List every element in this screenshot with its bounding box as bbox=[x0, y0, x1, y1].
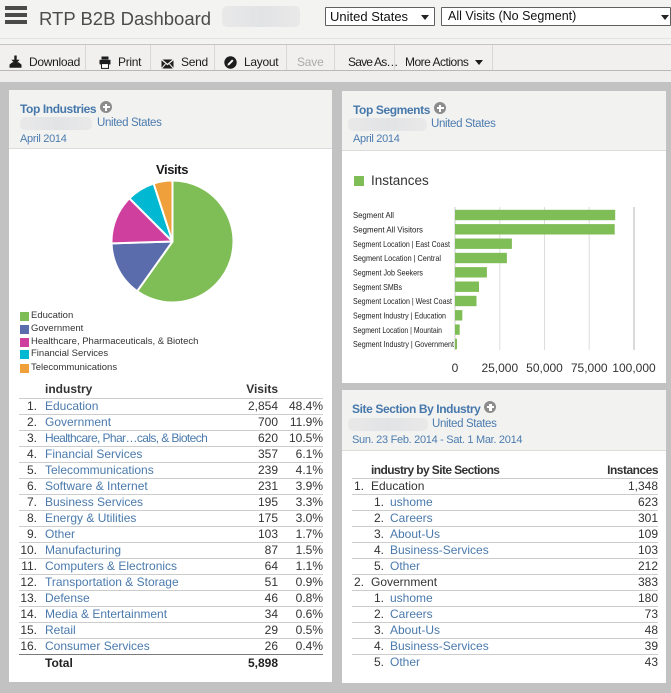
svg-text:Segment SMBs: Segment SMBs bbox=[353, 282, 402, 292]
svg-text:Instances: Instances bbox=[371, 173, 429, 188]
svg-text:75,000: 75,000 bbox=[571, 361, 608, 375]
svg-text:100,000: 100,000 bbox=[612, 361, 656, 375]
svg-text:Segment Industry | Government: Segment Industry | Government bbox=[353, 339, 455, 349]
svg-text:25,000: 25,000 bbox=[481, 361, 518, 375]
svg-text:Segment Job Seekers: Segment Job Seekers bbox=[353, 268, 423, 278]
svg-text:Segment All: Segment All bbox=[353, 210, 394, 220]
svg-text:Segment All Visitors: Segment All Visitors bbox=[353, 225, 423, 235]
svg-text:Segment Location | Mountain: Segment Location | Mountain bbox=[353, 325, 442, 335]
svg-text:Segment Location | East Coast: Segment Location | East Coast bbox=[353, 239, 451, 249]
svg-text:50,000: 50,000 bbox=[526, 361, 563, 375]
svg-text:Segment Industry | Education: Segment Industry | Education bbox=[353, 311, 446, 321]
svg-text:Segment Location | Central: Segment Location | Central bbox=[353, 253, 441, 263]
svg-text:Segment Location | West Coast: Segment Location | West Coast bbox=[353, 296, 453, 306]
svg-text:0: 0 bbox=[452, 361, 459, 375]
